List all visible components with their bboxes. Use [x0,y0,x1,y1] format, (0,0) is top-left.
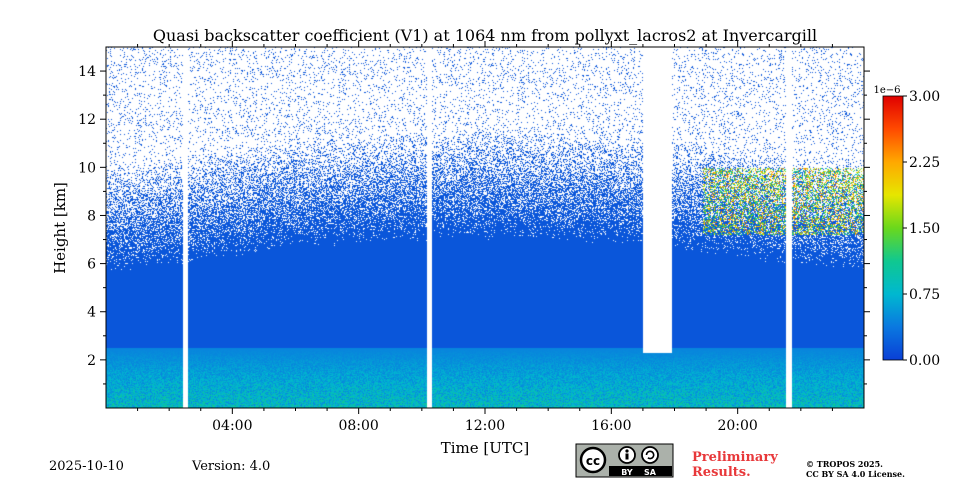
y-axis-label: Height [km] [51,182,69,274]
x-tick-label: 16:00 [591,418,631,434]
cc-badge-strip [609,466,672,476]
colorbar-tick-label: 2.25 [909,155,940,171]
x-tick-label: 20:00 [717,418,757,434]
copyright-line-2: CC BY SA 4.0 License. [806,469,905,479]
colorbar-tick-label: 0.00 [909,353,940,369]
x-axis-ticks: 04:00 08:00 12:00 16:00 20:00 [137,41,833,434]
y-tick-label: 2 [87,353,96,369]
colorbar-ticks: 0.00 0.75 1.50 2.25 3.00 [903,89,940,369]
colorbar: 1e−6 0.00 0.75 1.50 2.25 3.00 [873,85,940,369]
x-tick-label: 04:00 [212,418,252,434]
x-axis-label: Time [UTC] [441,439,530,457]
by-person-head [625,449,629,453]
colorbar-bar [882,95,904,361]
colorbar-tick-label: 3.00 [909,89,940,105]
heatmap-layer [106,47,864,408]
colorbar-tick-label: 1.50 [909,221,940,237]
colorbar-tick-label: 0.75 [909,287,940,303]
y-tick-label: 6 [87,257,96,273]
preliminary-line-2: Results. [692,465,751,480]
y-tick-label: 12 [78,112,96,128]
sa-share-alike-icon [641,446,659,464]
version-label: Version: 4.0 [191,459,270,474]
sa-arrow-icon [645,450,655,460]
by-person-body [625,453,629,460]
cc-license-badge: cc BY SA [575,443,674,478]
date-label: 2025-10-10 [49,459,124,474]
y-axis-ticks: 2 4 6 8 10 12 14 [78,64,870,385]
colorbar-exponent: 1e−6 [873,85,900,96]
plot-area [105,46,865,409]
sa-label: SA [644,468,657,477]
y-tick-label: 4 [87,305,96,321]
x-tick-label: 08:00 [338,418,378,434]
y-tick-label: 14 [78,64,96,80]
copyright-line-1: © TROPOS 2025. [806,459,883,469]
y-tick-label: 8 [87,208,96,224]
cc-icon [579,446,607,474]
y-tick-label: 10 [78,160,96,176]
cc-icon-text: cc [586,454,600,468]
chart-title: Quasi backscatter coefficient (V1) at 10… [153,26,817,45]
by-label: BY [621,468,633,477]
x-tick-label: 12:00 [465,418,505,434]
preliminary-line-1: Preliminary [692,450,778,465]
